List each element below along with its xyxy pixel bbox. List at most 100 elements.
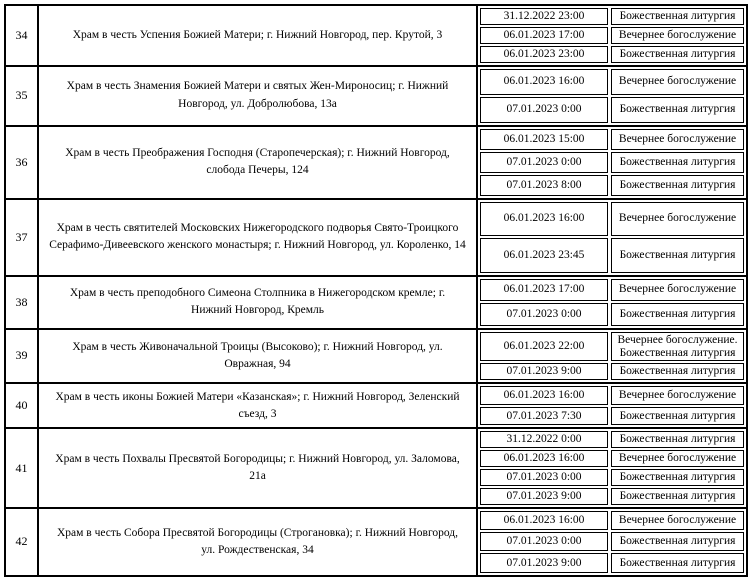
service-type: Вечернее богослужение — [611, 128, 744, 150]
schedule-column: 31.12.2022 23:00 Божественная литургия 0… — [478, 6, 746, 65]
schedule-entry: 06.01.2023 16:00 Вечернее богослужение — [480, 68, 744, 95]
schedule-entry: 07.01.2023 0:00 Божественная литургия — [480, 532, 744, 552]
service-type: Божественная литургия — [611, 469, 744, 486]
schedule-entry: 31.12.2022 23:00 Божественная литургия — [480, 8, 744, 25]
schedule-entry: 06.01.2023 23:00 Божественная литургия — [480, 45, 744, 63]
table-row: 40 Храм в честь иконы Божией Матери «Каз… — [6, 384, 746, 430]
service-type: Вечернее богослужение — [611, 201, 744, 237]
schedule-entry: 07.01.2023 0:00 Божественная литургия — [480, 96, 744, 123]
row-number: 35 — [6, 66, 39, 125]
schedule-entry: 07.01.2023 0:00 Божественная литургия — [480, 303, 744, 326]
service-datetime: 06.01.2023 16:00 — [480, 68, 608, 95]
service-type: Божественная литургия — [611, 96, 744, 123]
church-name: Храм в честь Похвалы Пресвятой Богородиц… — [39, 429, 478, 507]
schedule-entry: 07.01.2023 0:00 Божественная литургия — [480, 469, 744, 486]
table-row: 41 Храм в честь Похвалы Пресвятой Богоро… — [6, 429, 746, 509]
service-type: Вечернее богослужение — [611, 510, 744, 531]
service-type: Божественная литургия — [611, 431, 744, 449]
service-type: Божественная литургия — [611, 8, 744, 25]
service-datetime: 06.01.2023 16:00 — [480, 201, 608, 237]
service-type: Божественная литургия — [611, 553, 744, 573]
schedule-entry: 06.01.2023 23:45 Божественная литургия — [480, 238, 744, 273]
schedule-entry: 06.01.2023 17:00 Вечернее богослужение — [480, 26, 744, 44]
service-datetime: 31.12.2022 0:00 — [480, 431, 608, 449]
church-name: Храм в честь Успения Божией Матери; г. Н… — [39, 6, 478, 65]
service-datetime: 07.01.2023 8:00 — [480, 174, 608, 196]
service-datetime: 07.01.2023 0:00 — [480, 303, 608, 326]
service-type: Божественная литургия — [611, 303, 744, 326]
schedule-entry: 07.01.2023 0:00 Божественная литургия — [480, 151, 744, 173]
schedule-column: 06.01.2023 15:00 Вечернее богослужение 0… — [478, 127, 746, 198]
service-type: Вечернее богослужение — [611, 26, 744, 44]
service-datetime: 06.01.2023 16:00 — [480, 386, 608, 405]
schedule-entry: 07.01.2023 9:00 Божественная литургия — [480, 363, 744, 381]
schedule-column: 06.01.2023 16:00 Вечернее богослужение 0… — [478, 200, 746, 275]
church-name: Храм в честь Собора Пресвятой Богородицы… — [39, 508, 478, 575]
schedule-column: 06.01.2023 16:00 Вечернее богослужение 0… — [478, 509, 746, 575]
schedule-column: 06.01.2023 17:00 Вечернее богослужение 0… — [478, 277, 746, 328]
row-number: 37 — [6, 199, 39, 275]
schedule-entry: 07.01.2023 7:30 Божественная литургия — [480, 406, 744, 426]
service-type: Божественная литургия — [611, 532, 744, 552]
church-name: Храм в честь Знамения Божией Матери и св… — [39, 66, 478, 125]
schedule-column: 31.12.2022 0:00 Божественная литургия 06… — [478, 429, 746, 507]
schedule-column: 06.01.2023 16:00 Вечернее богослужение 0… — [478, 67, 746, 125]
schedule-entry: 06.01.2023 16:00 Вечернее богослужение — [480, 386, 744, 405]
schedule-entry: 06.01.2023 17:00 Вечернее богослужение — [480, 278, 744, 302]
service-type: Вечернее богослужение. Божественная литу… — [611, 331, 744, 362]
service-type: Божественная литургия — [611, 363, 744, 381]
row-number: 34 — [6, 6, 39, 65]
row-number: 42 — [6, 508, 39, 575]
service-type: Вечернее богослужение — [611, 278, 744, 302]
service-type: Вечернее богослужение — [611, 386, 744, 405]
table-row: 35 Храм в честь Знамения Божией Матери и… — [6, 66, 746, 127]
row-number: 38 — [6, 276, 39, 328]
church-name: Храм в честь преподобного Симеона Столпн… — [39, 276, 478, 328]
schedule-entry: 07.01.2023 9:00 Божественная литургия — [480, 487, 744, 505]
church-services-table: 34 Храм в честь Успения Божией Матери; г… — [4, 4, 748, 577]
service-type: Божественная литургия — [611, 174, 744, 196]
service-type: Божественная литургия — [611, 487, 744, 505]
service-datetime: 06.01.2023 15:00 — [480, 128, 608, 150]
table-row: 38 Храм в честь преподобного Симеона Сто… — [6, 276, 746, 330]
service-datetime: 06.01.2023 17:00 — [480, 278, 608, 302]
table-row: 42 Храм в честь Собора Пресвятой Богород… — [6, 508, 746, 575]
service-datetime: 07.01.2023 0:00 — [480, 96, 608, 123]
service-datetime: 06.01.2023 23:45 — [480, 238, 608, 273]
service-datetime: 07.01.2023 9:00 — [480, 363, 608, 381]
service-datetime: 07.01.2023 0:00 — [480, 469, 608, 486]
church-name: Храм в честь иконы Божией Матери «Казанс… — [39, 384, 478, 428]
service-datetime: 07.01.2023 0:00 — [480, 151, 608, 173]
service-datetime: 07.01.2023 7:30 — [480, 406, 608, 426]
row-number: 36 — [6, 126, 39, 198]
service-type: Вечернее богослужение — [611, 68, 744, 95]
schedule-entry: 06.01.2023 22:00 Вечернее богослужение. … — [480, 331, 744, 362]
service-datetime: 31.12.2022 23:00 — [480, 8, 608, 25]
table-row: 36 Храм в честь Преображения Господня (С… — [6, 126, 746, 200]
table-row: 34 Храм в честь Успения Божией Матери; г… — [6, 6, 746, 67]
service-datetime: 06.01.2023 16:00 — [480, 450, 608, 467]
service-datetime: 06.01.2023 16:00 — [480, 510, 608, 531]
schedule-entry: 31.12.2022 0:00 Божественная литургия — [480, 431, 744, 449]
schedule-entry: 06.01.2023 16:00 Вечернее богослужение — [480, 510, 744, 531]
service-type: Божественная литургия — [611, 406, 744, 426]
schedule-column: 06.01.2023 16:00 Вечернее богослужение 0… — [478, 384, 746, 427]
service-datetime: 06.01.2023 17:00 — [480, 26, 608, 44]
schedule-column: 06.01.2023 22:00 Вечернее богослужение. … — [478, 330, 746, 383]
service-datetime: 07.01.2023 0:00 — [480, 532, 608, 552]
schedule-entry: 06.01.2023 15:00 Вечернее богослужение — [480, 128, 744, 150]
church-name: Храм в честь Преображения Господня (Стар… — [39, 126, 478, 198]
schedule-entry: 07.01.2023 9:00 Божественная литургия — [480, 553, 744, 573]
schedule-entry: 07.01.2023 8:00 Божественная литургия — [480, 174, 744, 196]
service-datetime: 06.01.2023 22:00 — [480, 331, 608, 362]
row-number: 41 — [6, 429, 39, 507]
schedule-entry: 06.01.2023 16:00 Вечернее богослужение — [480, 201, 744, 237]
service-datetime: 07.01.2023 9:00 — [480, 487, 608, 505]
row-number: 39 — [6, 329, 39, 383]
service-type: Божественная литургия — [611, 45, 744, 63]
service-datetime: 07.01.2023 9:00 — [480, 553, 608, 573]
schedule-entry: 06.01.2023 16:00 Вечернее богослужение — [480, 450, 744, 467]
church-name: Храм в честь святителей Московских Нижег… — [39, 199, 478, 275]
service-datetime: 06.01.2023 23:00 — [480, 45, 608, 63]
table-row: 37 Храм в честь святителей Московских Ни… — [6, 199, 746, 277]
